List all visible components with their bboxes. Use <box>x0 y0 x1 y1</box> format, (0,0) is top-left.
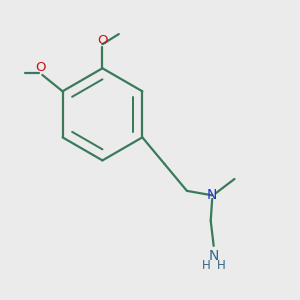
Text: O: O <box>36 61 46 74</box>
Text: O: O <box>97 34 108 47</box>
Text: N: N <box>208 249 219 263</box>
Text: N: N <box>207 188 217 202</box>
Text: H: H <box>217 259 226 272</box>
Text: H: H <box>202 259 211 272</box>
